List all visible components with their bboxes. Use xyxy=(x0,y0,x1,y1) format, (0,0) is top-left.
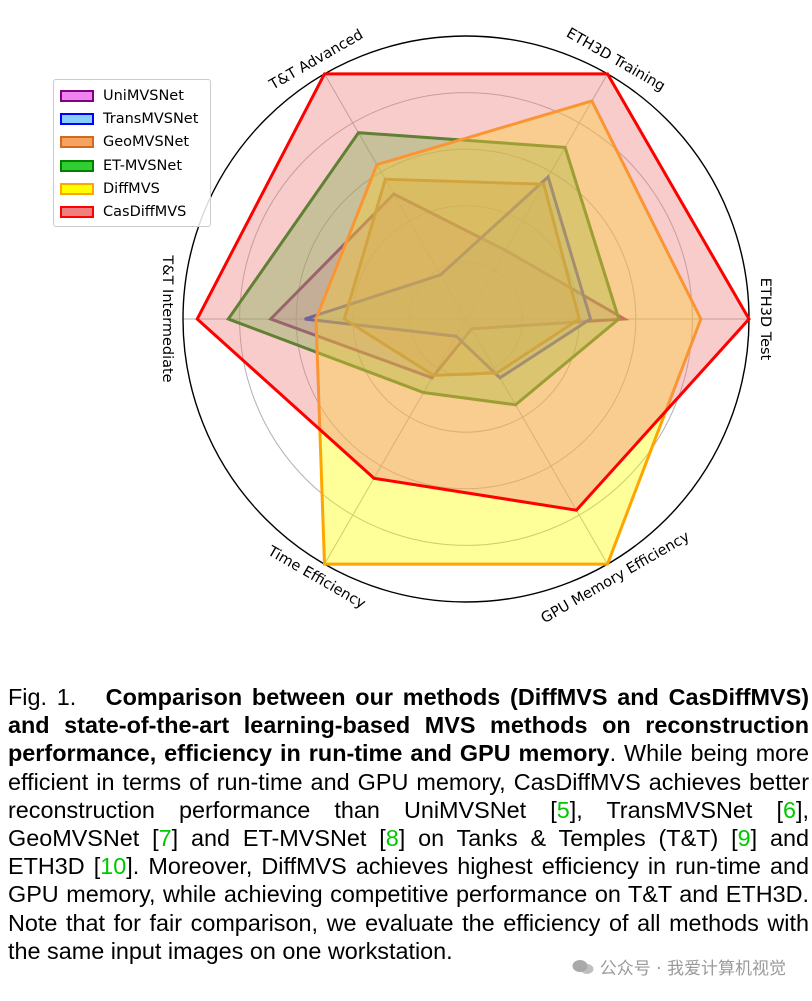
legend-label: TransMVSNet xyxy=(103,110,199,127)
legend-label: UniMVSNet xyxy=(103,87,184,104)
legend-swatch xyxy=(60,182,94,195)
caption-text: ]. Moreover, DiffMVS achieves highest ef… xyxy=(8,853,809,964)
legend-item-casdiffmvs: CasDiffMVS xyxy=(60,200,210,223)
spoke-gridline xyxy=(324,73,467,320)
caption-text: ], TransMVSNet [ xyxy=(569,796,783,823)
spoke-gridline xyxy=(324,318,467,565)
spoke-gridline xyxy=(465,318,608,565)
legend-swatch xyxy=(60,112,94,125)
legend-item-unimvsnet: UniMVSNet xyxy=(60,84,210,107)
legend-swatch xyxy=(60,89,94,102)
series-geomvsnet xyxy=(342,177,581,377)
legend-label: CasDiffMVS xyxy=(103,204,187,221)
wechat-icon xyxy=(572,959,594,974)
series-diffmvs xyxy=(314,99,703,566)
legend-swatch xyxy=(60,136,94,149)
spoke-gridline xyxy=(465,73,608,320)
legend-item-et-mvsnet: ET-MVSNet xyxy=(60,154,210,177)
legend-label: GeoMVSNet xyxy=(103,134,190,151)
legend-swatch xyxy=(60,206,94,219)
axis-label-eth3d-test: ETH3D Test xyxy=(757,278,773,361)
caption-text: While being more efficient in terms of r… xyxy=(8,740,809,823)
watermark: 公众号 · 我爱计算机视觉 xyxy=(572,954,786,979)
legend-swatch xyxy=(60,159,94,172)
citation-link[interactable]: 5 xyxy=(556,796,570,823)
citation-link[interactable]: 10 xyxy=(100,853,127,880)
figure-caption: Fig. 1. Comparison between our methods (… xyxy=(8,683,809,965)
citation-link[interactable]: 7 xyxy=(158,825,172,852)
series-unimvsnet xyxy=(267,192,630,380)
caption-period: . xyxy=(609,740,617,767)
watermark-text: 公众号 · 我爱计算机视觉 xyxy=(599,959,786,979)
caption-text: ] and ETH3D [ xyxy=(8,825,810,880)
citation-link[interactable]: 6 xyxy=(782,796,796,823)
caption-text: ] on Tanks & Temples (T&T) [ xyxy=(398,825,738,852)
axis-label-t-t-intermediate: T&T Intermediate xyxy=(159,254,175,382)
legend-item-diffmvs: DiffMVS xyxy=(60,177,210,200)
caption-text: ] and ET-MVSNet [ xyxy=(171,825,386,852)
legend-label: DiffMVS xyxy=(103,180,160,197)
series-transmvsnet xyxy=(304,174,593,380)
legend-item-transmvsnet: TransMVSNet xyxy=(60,107,210,130)
legend-label: ET-MVSNet xyxy=(103,157,183,174)
citation-link[interactable]: 8 xyxy=(385,825,399,852)
legend-item-geomvsnet: GeoMVSNet xyxy=(60,131,210,154)
series-casdiffmvs xyxy=(195,72,751,512)
citation-link[interactable]: 9 xyxy=(737,825,751,852)
chart-legend: UniMVSNet TransMVSNet GeoMVSNet ET-MVSNet Di… xyxy=(53,79,211,227)
caption-bold-summary: Comparison between our methods (DiffMVS … xyxy=(8,684,809,767)
caption-text: ], GeoMVSNet [ xyxy=(8,796,809,852)
figure-label: Fig. 1. xyxy=(8,684,77,710)
series-et-mvsnet xyxy=(225,131,621,407)
